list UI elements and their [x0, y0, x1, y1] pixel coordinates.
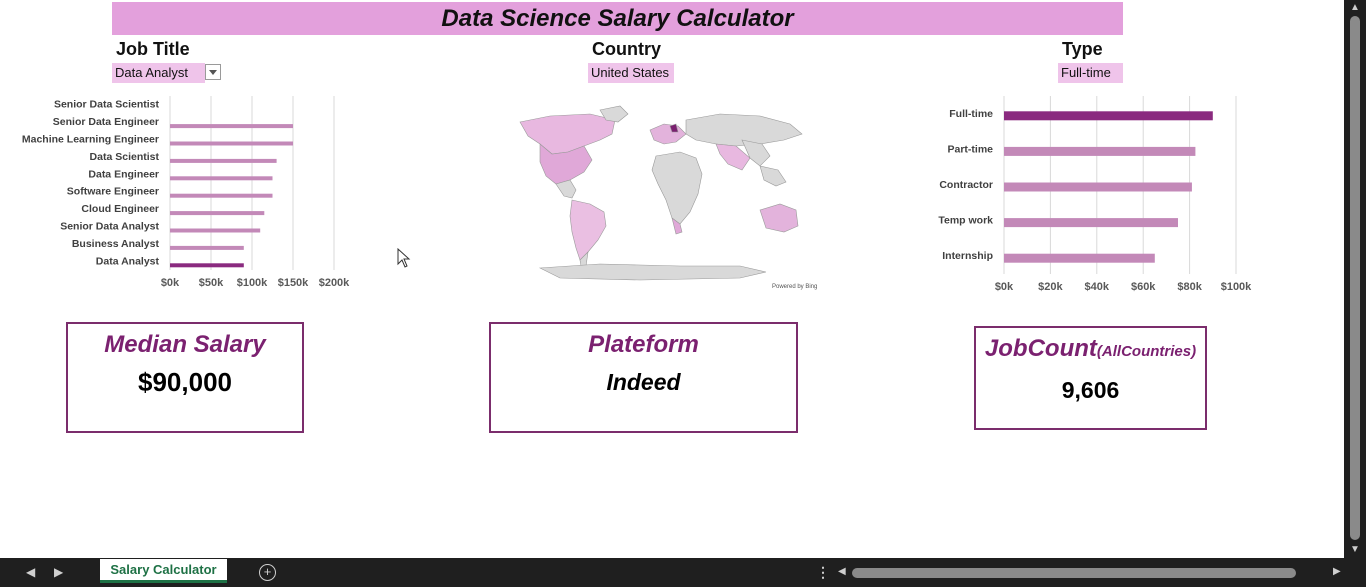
- bar: [1004, 146, 1196, 156]
- europe: [649, 123, 687, 145]
- x-tick-label: $0k: [995, 281, 1014, 293]
- category-label: Data Analyst: [96, 255, 160, 267]
- chevron-down-icon[interactable]: [205, 64, 221, 80]
- map-credit: Powered by Bing: [772, 284, 818, 290]
- horizontal-scroll-thumb[interactable]: [852, 568, 1296, 578]
- world-map: [519, 105, 803, 281]
- median-salary-value: $90,000: [138, 367, 232, 397]
- type-value[interactable]: Full-time: [1058, 63, 1123, 83]
- category-label: Senior Data Engineer: [53, 116, 159, 128]
- job-type-chart-svg: $0k $20k $40k $60k $80k $100k Full-time Part-ti…: [938, 96, 1252, 293]
- scroll-down-icon[interactable]: ▼: [1350, 544, 1360, 555]
- sheet-tab-salary-calculator[interactable]: Salary Calculator: [100, 559, 227, 583]
- more-options-icon[interactable]: ⋮: [816, 564, 830, 580]
- category-label: Software Engineer: [67, 186, 159, 198]
- south-america: [569, 199, 607, 261]
- job-title-chart-svg: $0k $50k $100k $150k $200k Senior Data Scient…: [22, 96, 350, 289]
- bar-highlighted: [170, 263, 244, 268]
- bar: [170, 158, 277, 163]
- vertical-scroll-thumb[interactable]: [1350, 16, 1360, 540]
- bar-highlighted: [1004, 111, 1213, 121]
- x-tick-label: $100k: [1221, 281, 1252, 293]
- category-label: Data Scientist: [90, 151, 160, 163]
- bar: [1004, 218, 1178, 228]
- median-salary-title: Median Salary: [104, 331, 266, 358]
- job-count-value: 9,606: [1061, 377, 1120, 403]
- mouse-pointer-icon: [397, 248, 411, 268]
- bar: [170, 245, 244, 250]
- platform-title: Plateform: [588, 331, 699, 358]
- category-label: Business Analyst: [72, 238, 160, 250]
- bar: [170, 228, 261, 233]
- job-count-title: JobCount: [984, 335, 1097, 362]
- category-label: Internship: [942, 250, 993, 262]
- x-tick-label: $150k: [278, 277, 309, 289]
- country-label: Country: [592, 39, 661, 59]
- scroll-up-icon[interactable]: ▲: [1350, 2, 1360, 13]
- job-type-salary-chart[interactable]: $0k $20k $40k $60k $80k $100k Full-time Part-ti…: [900, 92, 1280, 307]
- job-title-label: Job Title: [116, 39, 190, 59]
- category-label: Full-time: [949, 108, 993, 120]
- x-tick-label: $100k: [237, 277, 268, 289]
- category-label: Senior Data Analyst: [60, 221, 159, 233]
- add-sheet-icon[interactable]: +: [259, 564, 276, 581]
- scroll-right-icon[interactable]: ▶: [1333, 566, 1341, 577]
- x-tick-label: $60k: [1131, 281, 1156, 293]
- bar: [170, 124, 293, 129]
- bar: [170, 176, 273, 181]
- bar: [1004, 182, 1192, 192]
- category-label: Temp work: [938, 215, 993, 227]
- next-sheet-icon[interactable]: ▶: [54, 565, 64, 579]
- job-title-select[interactable]: Data Analyst: [112, 63, 205, 83]
- x-tick-label: $0k: [161, 277, 180, 289]
- north-america-north: [519, 113, 616, 155]
- category-label: Part-time: [947, 143, 993, 155]
- country-value[interactable]: United States: [588, 63, 674, 83]
- platform-value: Indeed: [606, 369, 681, 395]
- x-tick-label: $50k: [199, 277, 224, 289]
- australia: [759, 203, 799, 233]
- x-tick-label: $40k: [1085, 281, 1110, 293]
- antarctica: [538, 263, 767, 281]
- median-salary-card: Median Salary $90,000: [66, 322, 304, 433]
- vertical-scrollbar[interactable]: ▲ ▼: [1344, 0, 1366, 558]
- africa: [651, 151, 703, 225]
- x-tick-label: $80k: [1177, 281, 1202, 293]
- bar: [1004, 253, 1155, 263]
- category-label: Data Engineer: [88, 168, 159, 180]
- job-count-card: JobCount(AllCountries) 9,606: [974, 326, 1207, 430]
- prev-sheet-icon[interactable]: ◀: [26, 565, 36, 579]
- bar: [170, 211, 265, 216]
- x-tick-label: $20k: [1038, 281, 1063, 293]
- worksheet[interactable]: Data Science Salary Calculator Job Title…: [0, 0, 1344, 558]
- job-count-suffix: (AllCountries): [1096, 343, 1197, 360]
- country-map-chart[interactable]: Powered by Bing: [480, 100, 825, 295]
- page-title: Data Science Salary Calculator: [441, 5, 794, 32]
- category-label: Machine Learning Engineer: [22, 134, 159, 146]
- bar: [170, 193, 273, 198]
- job-title-salary-chart[interactable]: $0k $50k $100k $150k $200k Senior Data Scient…: [0, 92, 400, 297]
- scroll-left-icon[interactable]: ◀: [838, 566, 846, 577]
- x-tick-label: $200k: [319, 277, 350, 289]
- type-label: Type: [1062, 39, 1103, 59]
- category-label: Senior Data Scientist: [54, 99, 160, 111]
- category-label: Contractor: [939, 179, 993, 191]
- bar: [170, 141, 293, 146]
- category-label: Cloud Engineer: [81, 203, 159, 215]
- platform-card: Plateform Indeed: [489, 322, 798, 433]
- united-states: [539, 143, 593, 185]
- title-banner: Data Science Salary Calculator: [112, 2, 1123, 35]
